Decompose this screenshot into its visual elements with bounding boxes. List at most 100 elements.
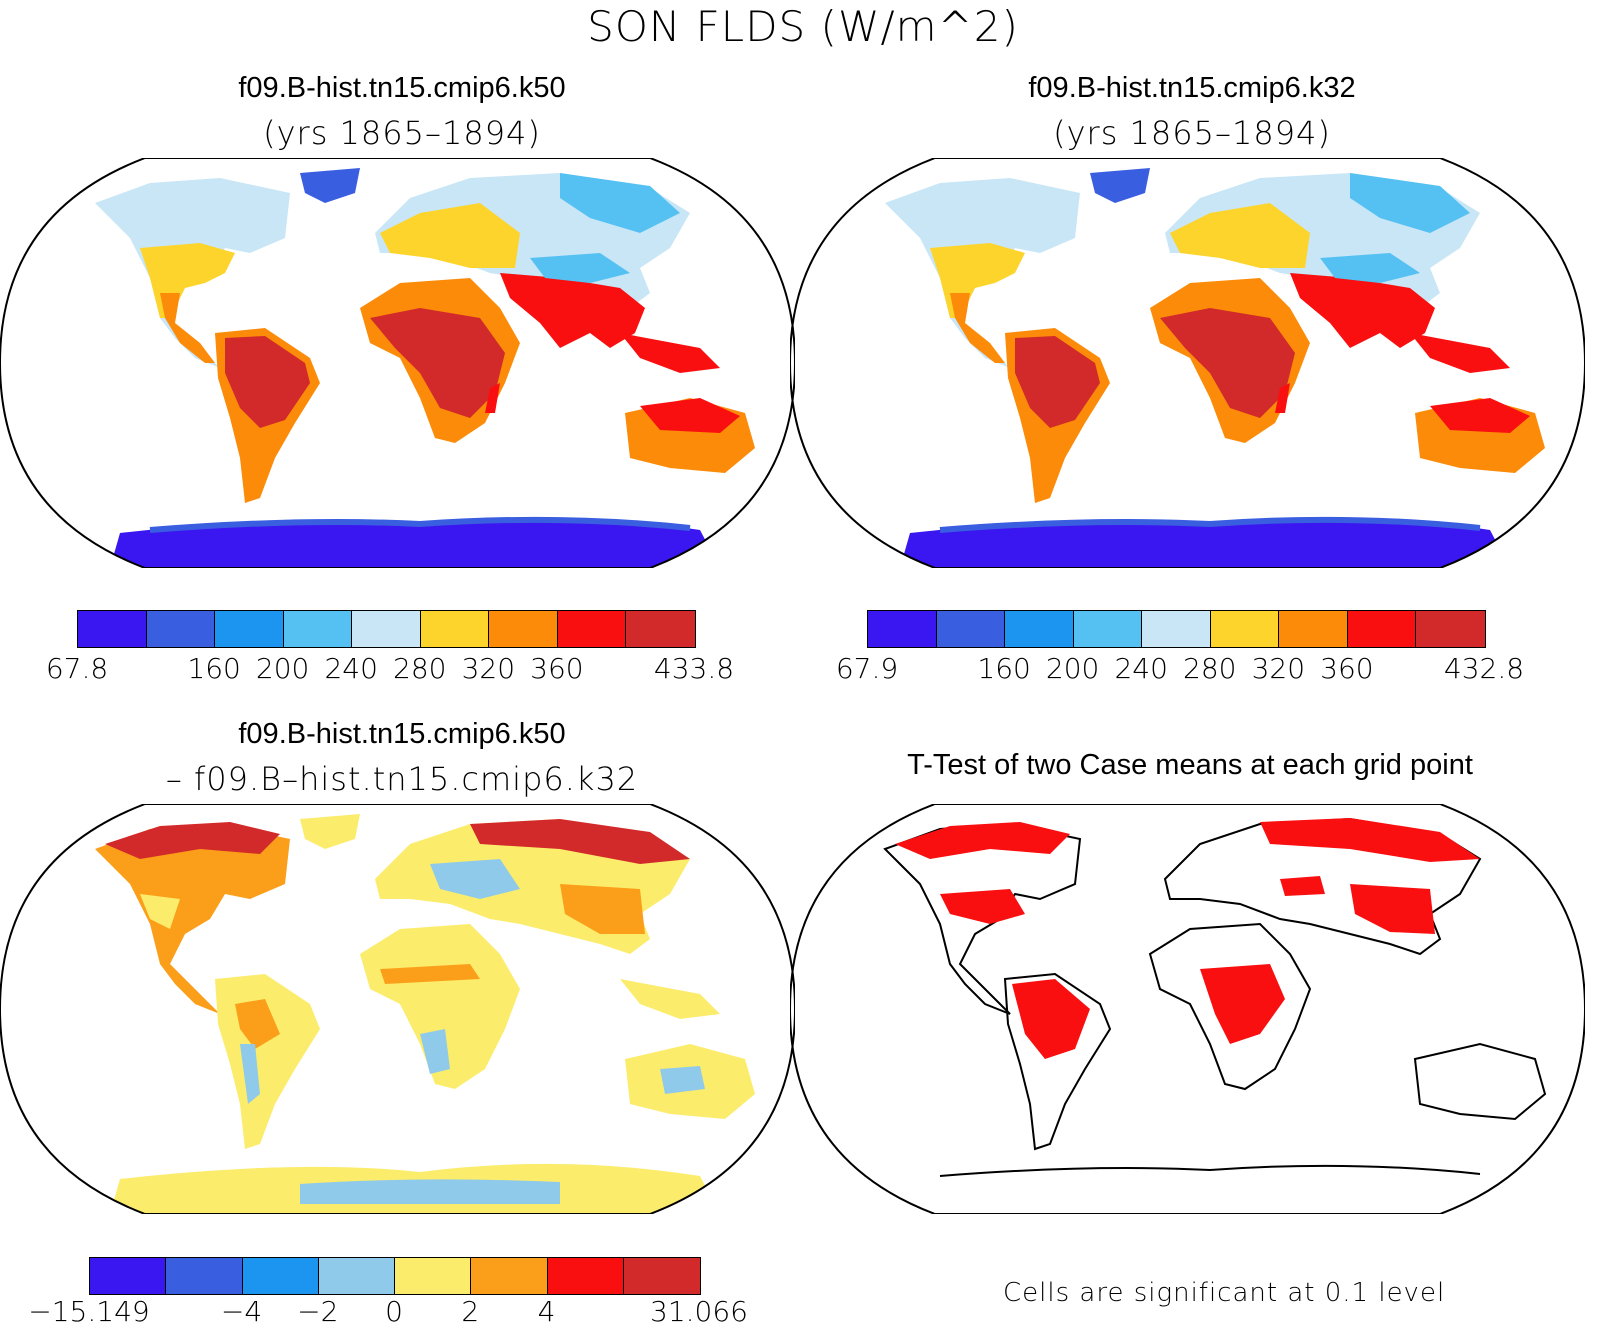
colorbar-tick-label: 240 <box>324 652 378 685</box>
colorbar-top-right <box>867 610 1486 648</box>
panel-title-bottom-right: T-Test of two Case means at each grid po… <box>907 749 1473 781</box>
colorbar-labels-top-left: 67.8 160 200 240 280 320 360 433.8 <box>46 652 734 686</box>
colorbar-tick-label: 320 <box>1251 652 1306 685</box>
africa-cool <box>420 1029 450 1074</box>
indonesia-region <box>620 333 720 373</box>
colorbar-tick-label: 160 <box>187 652 241 685</box>
greenland-region <box>1090 168 1150 203</box>
significant-south-america <box>1012 979 1090 1059</box>
central-america-region <box>160 293 215 363</box>
colorbar-swatch <box>1347 611 1417 647</box>
siberia-warm <box>470 819 690 864</box>
colorbar-swatch <box>1416 611 1485 647</box>
antarctica-region <box>110 517 720 568</box>
panel-title-top-left: f09.B-hist.tn15.cmip6.k50 <box>238 72 566 104</box>
significant-africa <box>1200 964 1285 1044</box>
colorbar-tick-label: 200 <box>255 652 310 685</box>
colorbar-swatch <box>352 611 421 647</box>
colorbar-swatch <box>1210 611 1280 647</box>
panel-title-bottom-left: f09.B-hist.tn15.cmip6.k50 <box>238 718 566 750</box>
colorbar-swatch <box>78 611 147 647</box>
colorbar-tick-label: 31.066 <box>650 1295 748 1328</box>
colorbar-swatch <box>146 611 216 647</box>
east-asia-warm <box>560 884 645 934</box>
colorbar-swatch <box>626 611 695 647</box>
antarctica-edge <box>149 516 691 533</box>
north-america-region <box>95 824 290 1014</box>
colorbar-tick-label: 280 <box>1183 652 1237 685</box>
panel-subtitle-top-right: (yrs 1865–1894) <box>1053 114 1331 152</box>
australia-north <box>1430 398 1530 433</box>
colorbar-swatch <box>936 611 1006 647</box>
significance-note: Cells are significant at 0.1 level <box>1003 1278 1446 1308</box>
colorbar-tick-label: −15.149 <box>28 1295 150 1328</box>
antarctica-cool <box>300 1179 560 1204</box>
south-asia-region <box>1290 273 1435 348</box>
map-outline <box>0 158 795 568</box>
colorbar-tick-label: −2 <box>297 1295 339 1328</box>
north-america-warm <box>930 243 1025 318</box>
coastline-australia <box>1413 1042 1547 1121</box>
colorbar-swatch <box>489 611 558 647</box>
africa-region <box>360 924 520 1089</box>
map-outline <box>790 804 1585 1214</box>
siberia-region <box>560 173 680 233</box>
map-top-right <box>790 158 1585 568</box>
andes-cool <box>240 1044 260 1104</box>
south-america-spots <box>235 999 280 1049</box>
significant-arctic-america <box>895 822 1070 859</box>
colorbar-top-left <box>77 610 696 648</box>
colorbar-swatch <box>215 611 284 647</box>
map-top-left <box>0 158 795 568</box>
madagascar-region <box>485 383 500 413</box>
africa-core <box>1160 308 1295 418</box>
colorbar-swatch <box>547 1258 624 1294</box>
map-outline <box>0 804 795 1214</box>
colorbar-tick-label: 67.8 <box>45 652 109 685</box>
colorbar-tick-label: 200 <box>1045 652 1100 685</box>
south-asia-region <box>500 273 645 348</box>
panel-subtitle-top-left: (yrs 1865–1894) <box>263 114 541 152</box>
colorbar-swatch <box>471 1258 548 1294</box>
colorbar-tick-label: 67.9 <box>835 652 899 685</box>
colorbar-tick-label: 0 <box>385 1295 403 1328</box>
coastline-north-america <box>883 822 1082 1015</box>
tibet-region <box>530 253 630 283</box>
north-america-warm <box>140 243 235 318</box>
australia-north <box>640 398 740 433</box>
colorbar-tick-label: 240 <box>1114 652 1168 685</box>
colorbar-bottom-left <box>89 1257 701 1295</box>
south-america-region <box>215 974 320 1149</box>
indonesia-region <box>1410 333 1510 373</box>
greenland-region <box>300 814 360 849</box>
panel-subtitle-bottom-left: – f09.B–hist.tn15.cmip6.k32 <box>165 760 639 798</box>
colorbar-tick-label: 360 <box>530 652 584 685</box>
map-outline <box>790 158 1585 568</box>
colorbar-swatch <box>1142 611 1211 647</box>
colorbar-swatch <box>420 611 490 647</box>
colorbar-tick-label: 432.8 <box>1443 652 1525 685</box>
colorbar-tick-label: 280 <box>393 652 447 685</box>
significant-north-america <box>940 889 1025 924</box>
map-bottom-right <box>790 804 1585 1214</box>
colorbar-tick-label: 433.8 <box>653 652 735 685</box>
significant-east-asia <box>1350 884 1435 934</box>
south-america-core <box>1015 336 1100 428</box>
colorbar-tick-label: 160 <box>977 652 1031 685</box>
colorbar-swatch <box>868 611 937 647</box>
figure-title: SON FLDS (W/m^2) <box>587 2 1019 51</box>
greenland-region <box>300 168 360 203</box>
coastline-south-america <box>1003 972 1112 1151</box>
colorbar-tick-label: −4 <box>220 1295 263 1328</box>
central-america-region <box>950 293 1005 363</box>
significant-siberia <box>1260 818 1480 862</box>
africa-band-warm <box>380 964 480 984</box>
colorbar-labels-top-right: 67.9 160 200 240 280 320 360 432.8 <box>836 652 1524 686</box>
colorbar-tick-label: 320 <box>461 652 516 685</box>
colorbar-tick-label: 4 <box>537 1295 556 1328</box>
siberia-region <box>1350 173 1470 233</box>
indonesia-region <box>620 979 720 1019</box>
colorbar-labels-bottom-left: −15.149 −4 −2 0 2 4 31.066 <box>28 1295 748 1329</box>
colorbar-swatch <box>283 611 353 647</box>
australia-cool <box>660 1066 705 1094</box>
